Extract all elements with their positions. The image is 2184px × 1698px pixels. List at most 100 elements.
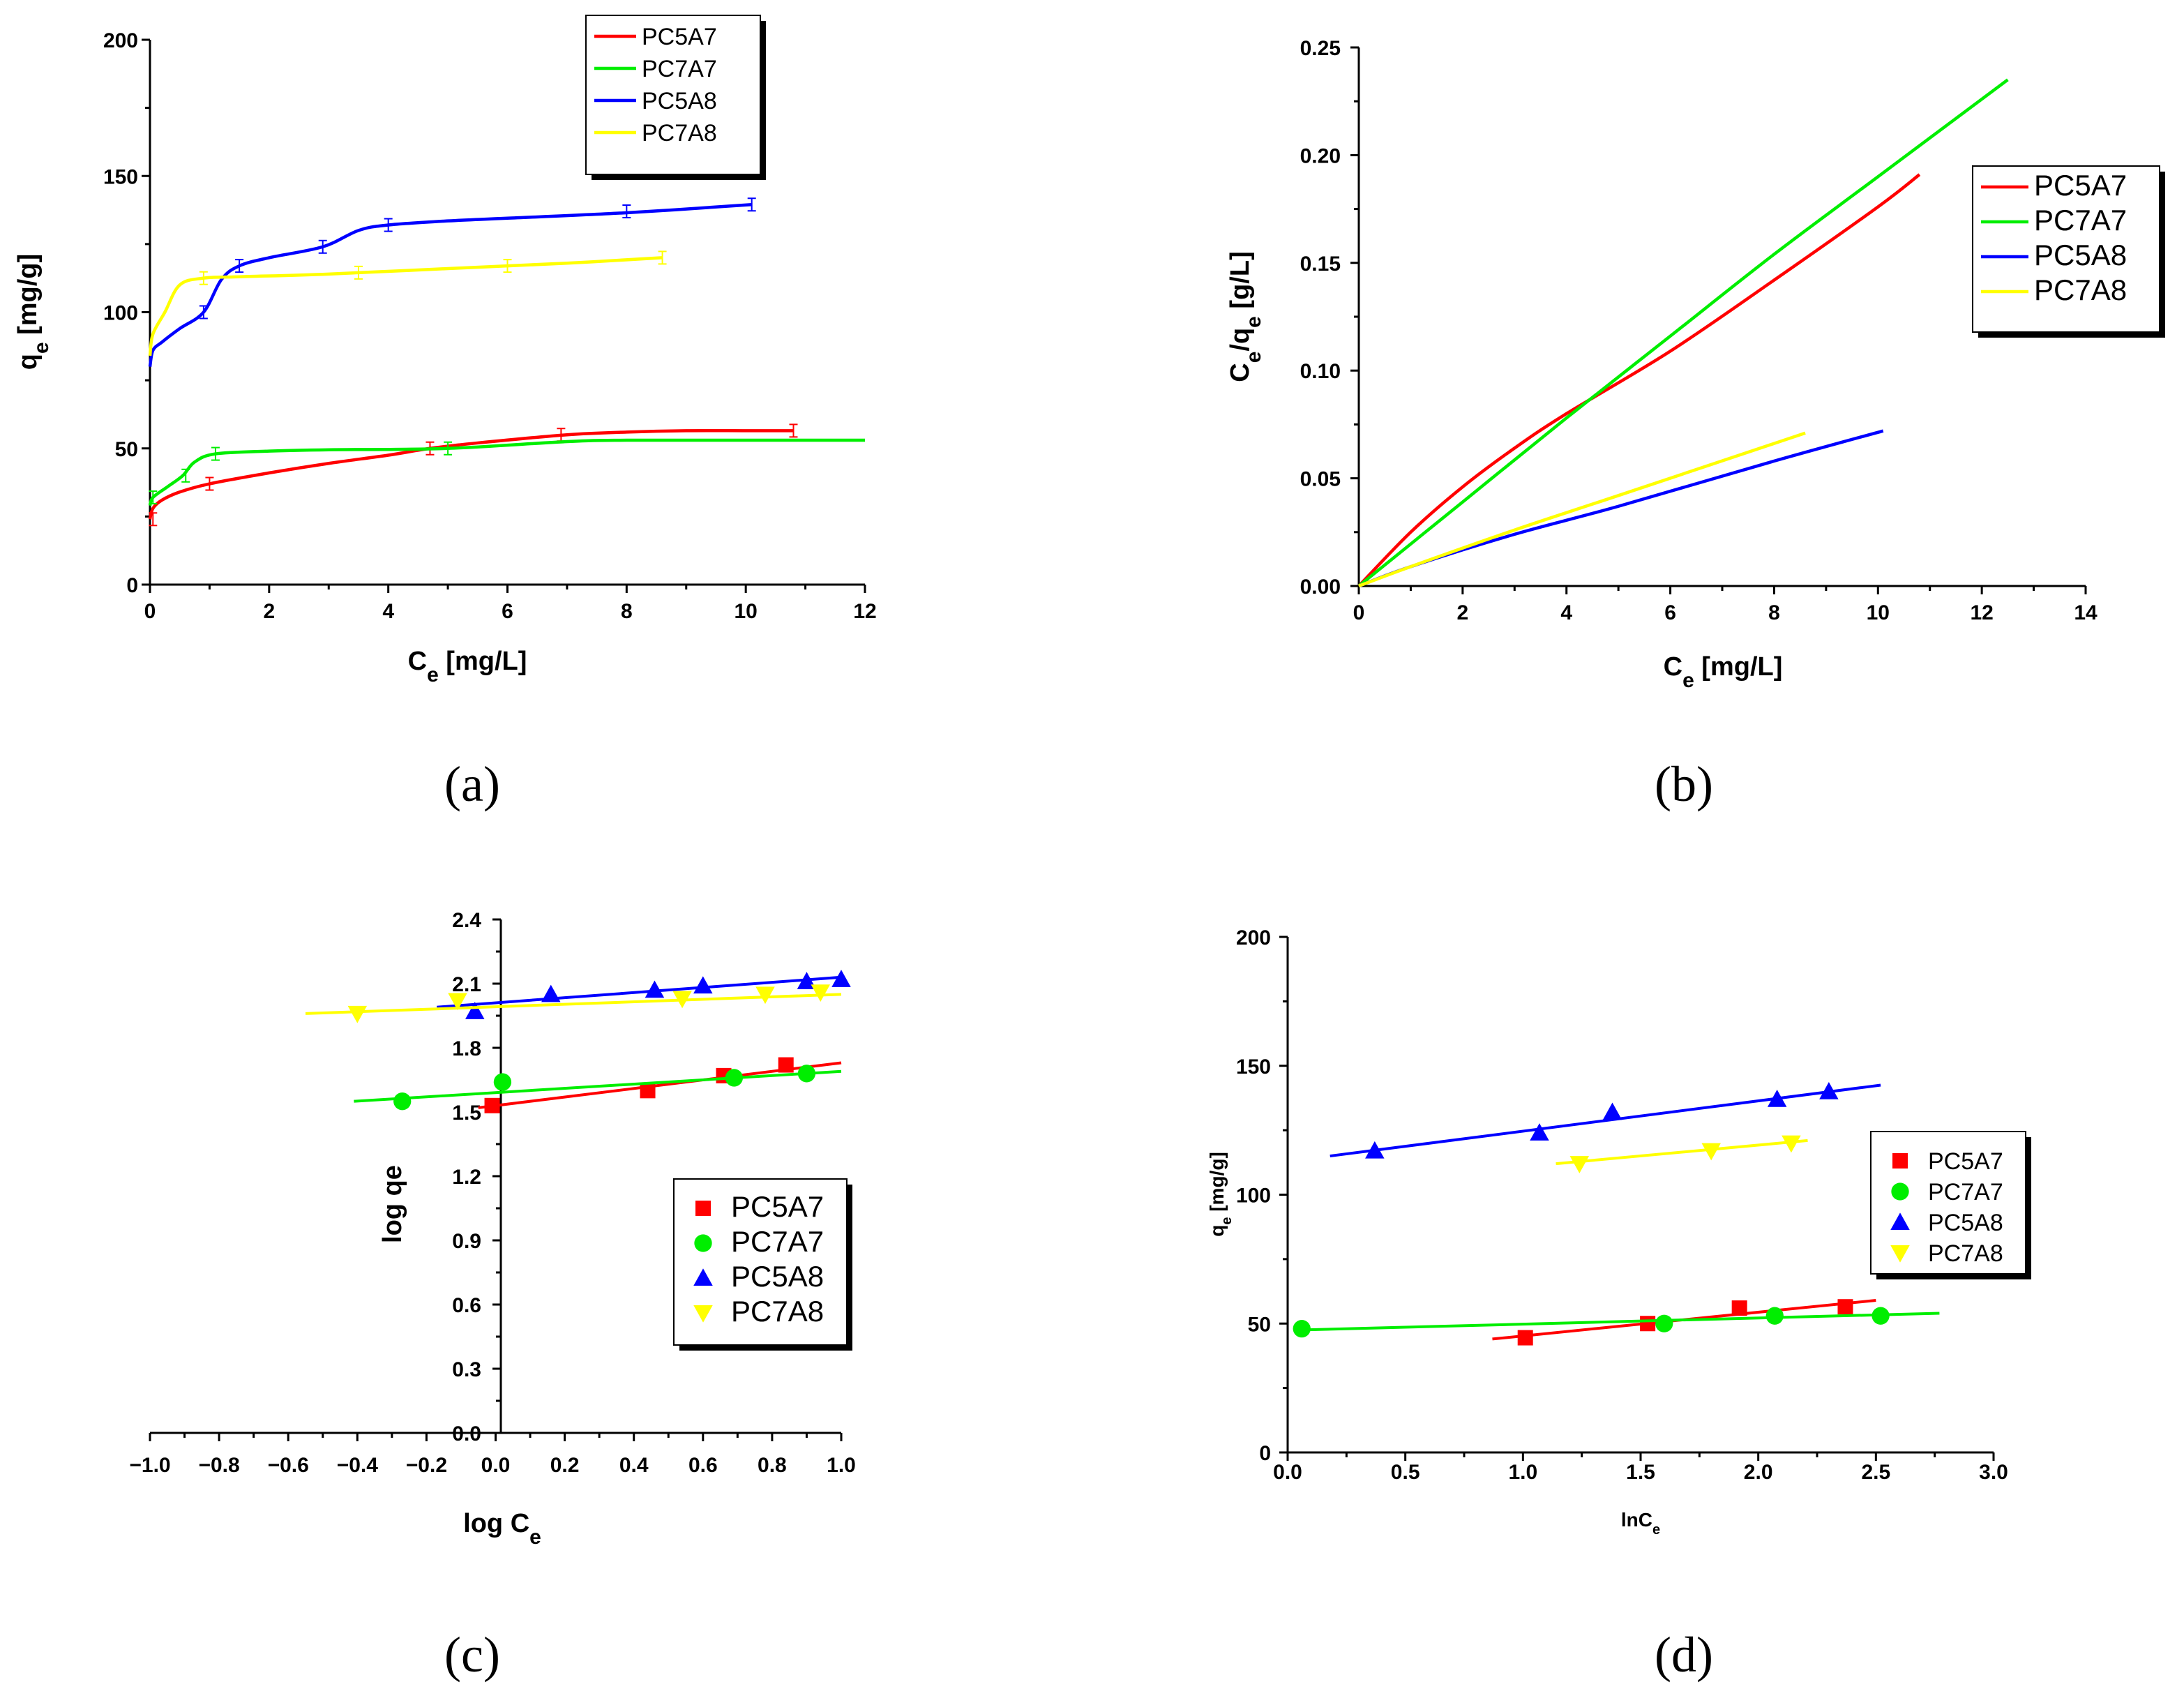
legend-marker [1890, 1212, 1910, 1230]
x-axis-label: lnCe [1621, 1509, 1660, 1538]
fit-line [354, 1069, 842, 1103]
y-tick-label: 2.4 [452, 909, 481, 932]
legend-label: PC7A8 [1928, 1240, 2003, 1267]
series-line [1358, 431, 1806, 588]
y-tick-label: 0.3 [452, 1358, 481, 1381]
panel-d-temkin-plot: 0.0 0.5 1.0 1.5 2.0 2.5 3.0050100150200lnCeqe … [1206, 926, 2031, 1683]
series-PC7A7 [148, 438, 865, 506]
data-point [811, 984, 831, 1002]
x-tick-label: −0.6 [268, 1454, 309, 1477]
fit-line [437, 975, 842, 1009]
data-point [755, 986, 775, 1005]
series-line [148, 438, 865, 506]
data-point [484, 1097, 500, 1113]
y-axis-label: qe [mg/g] [13, 254, 53, 370]
y-axis-label-main: C [1226, 363, 1255, 382]
y-axis-label: Ce/qe [g/L] [1226, 251, 1265, 382]
legend: PC5A7 PC7A7 PC5A8 PC7A8 [1870, 1131, 2031, 1279]
y-tick-label: 1.8 [452, 1037, 481, 1060]
legend-label: PC7A8 [731, 1295, 824, 1328]
series-PC5A8 [1330, 1081, 1881, 1159]
series-PC7A7 [1293, 1307, 1940, 1338]
x-tick-label: 2.0 [1744, 1461, 1773, 1484]
y-axis-label-sub: e [1219, 1217, 1235, 1225]
x-axis-label-unit: [mg/L] [439, 647, 527, 676]
y-tick-label: 0.15 [1300, 253, 1341, 276]
data-point [1767, 1090, 1787, 1107]
legend-label: PC5A7 [642, 24, 717, 50]
x-tick-label: −0.2 [406, 1454, 447, 1477]
x-tick-label: 0.6 [688, 1454, 718, 1477]
x-axis-label-main: C [408, 647, 427, 676]
y-axis-label-main: log qe [378, 1165, 407, 1243]
fit-line [1330, 1083, 1881, 1158]
legend-label: PC5A7 [1928, 1148, 2003, 1175]
series-PC7A8 [1358, 431, 1806, 588]
x-tick-label: 2 [1457, 601, 1469, 624]
y-axis-label-main: q [1206, 1225, 1228, 1237]
x-tick-label: 0 [1353, 601, 1365, 624]
legend-label: PC5A8 [731, 1260, 824, 1293]
data-point [778, 1057, 794, 1073]
x-tick-label: 0.8 [758, 1454, 787, 1477]
x-tick-label: 6 [502, 600, 513, 623]
x-axis-label-main: lnC [1621, 1509, 1652, 1531]
y-tick-label: 0.00 [1300, 576, 1341, 599]
legend-marker [693, 1305, 713, 1323]
data-point [1765, 1307, 1784, 1325]
x-tick-label: 1.0 [1508, 1461, 1537, 1484]
data-point [672, 991, 692, 1009]
panel-b-label: (b) [1655, 756, 1713, 812]
panel-c-label: (c) [444, 1627, 500, 1683]
series-PC5A7 [1357, 173, 1921, 587]
y-tick-label: 0 [126, 574, 138, 597]
legend: PC5A7 PC7A7 PC5A8 PC7A8 [585, 15, 766, 180]
panel-c-plot-area: −1.0 −0.8 −0.6 −0.4 −0.2 0.0 0.2 0.4 0.6 0.8 1.00.… [129, 909, 855, 1549]
y-axis-label: qe [mg/g] [1206, 1152, 1235, 1237]
series-line [148, 256, 663, 356]
x-tick-label: −1.0 [129, 1454, 170, 1477]
series-line [148, 203, 752, 368]
panel-b-linear-plot: 0 2 4 6 8 10 12 14 0.00 0.05 0.10 0.15 0.20 0.25 Ce [m… [1226, 37, 2165, 812]
x-axis-label-sub: e [1682, 669, 1694, 692]
legend-marker [1890, 1245, 1910, 1263]
y-axis-label-unit: [mg/g] [13, 254, 43, 343]
x-tick-label: 0.4 [619, 1454, 649, 1477]
y-tick-label: 0.25 [1300, 37, 1341, 60]
y-tick-label: 0 [1259, 1442, 1271, 1465]
legend-label: PC5A8 [642, 88, 717, 114]
panel-a-label: (a) [444, 756, 500, 812]
x-tick-label: 3.0 [1979, 1461, 2008, 1484]
y-tick-label: 50 [115, 438, 138, 461]
y-axis-label-main: q [13, 354, 43, 370]
x-tick-label: 8 [621, 600, 633, 623]
data-point [1782, 1135, 1801, 1153]
y-tick-label: 50 [1248, 1313, 1271, 1336]
legend-label: PC7A7 [731, 1225, 824, 1258]
y-tick-label: 1.2 [452, 1166, 481, 1189]
y-tick-label: 0.10 [1300, 360, 1341, 383]
data-point [640, 1083, 656, 1099]
x-axis-label: log Ce [463, 1509, 541, 1549]
x-tick-label: 14 [2074, 601, 2098, 624]
x-tick-label: 0 [144, 600, 156, 623]
data-point [693, 976, 713, 994]
panel-d-plot-area: 0.0 0.5 1.0 1.5 2.0 2.5 3.0050100150200lnCeqe … [1206, 926, 2031, 1538]
x-tick-label: 4 [382, 600, 394, 623]
y-axis-label-sub2: e [1242, 316, 1265, 328]
y-tick-label: 150 [103, 165, 138, 188]
data-point [1872, 1307, 1890, 1325]
series-PC7A8 [305, 984, 842, 1023]
series-PC5A7 [148, 423, 798, 527]
x-tick-label: 0.0 [1273, 1461, 1302, 1484]
y-tick-label: 150 [1236, 1055, 1271, 1079]
legend-label: PC7A7 [642, 56, 717, 82]
series-line [1357, 78, 2009, 587]
series-PC7A8 [1556, 1135, 1808, 1173]
x-tick-label: 2.5 [1861, 1461, 1890, 1484]
series-line [148, 428, 794, 520]
y-axis-label-unit: [mg/g] [1206, 1152, 1228, 1217]
legend-marker [694, 1234, 712, 1252]
x-tick-label: 0.2 [550, 1454, 580, 1477]
